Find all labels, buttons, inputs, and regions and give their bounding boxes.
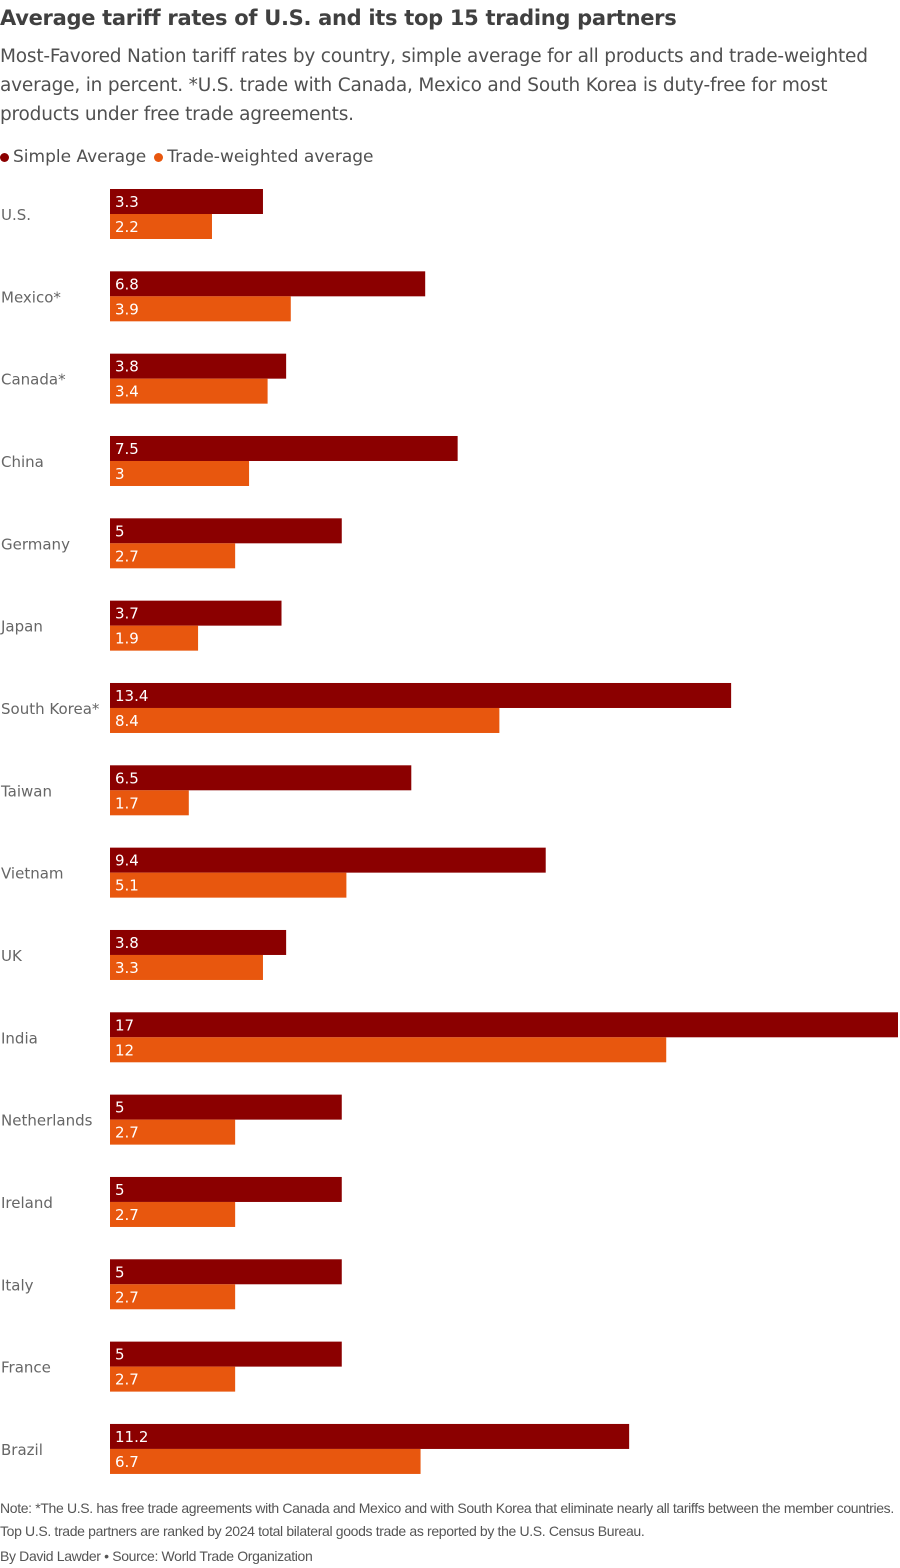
bar-trade-weighted — [110, 1037, 667, 1063]
data-label: 5 — [115, 1099, 125, 1117]
data-label: 1.9 — [115, 630, 139, 648]
bar-simple-average — [110, 518, 342, 544]
data-label: 3.3 — [115, 193, 139, 211]
legend-label: Trade-weighted average — [167, 147, 374, 167]
category-label: Netherlands — [1, 1112, 93, 1130]
category-label: Mexico* — [1, 288, 61, 306]
category-label: South Korea* — [1, 700, 100, 718]
data-label: 3.8 — [115, 934, 139, 952]
data-label: 3.8 — [115, 358, 139, 376]
chart-title: Average tariff rates of U.S. and its top… — [0, 6, 677, 30]
bar-trade-weighted — [110, 625, 199, 651]
category-label: Brazil — [1, 1441, 43, 1459]
data-label: 2.7 — [115, 1124, 139, 1142]
bar-trade-weighted — [110, 378, 268, 404]
footnote: Note: *The U.S. has free trade agreement… — [0, 1500, 894, 1539]
data-label: 3.4 — [115, 383, 139, 401]
category-label: Japan — [0, 618, 43, 636]
bar-trade-weighted — [110, 790, 189, 816]
bar-trade-weighted — [110, 543, 236, 569]
data-label: 2.7 — [115, 547, 139, 565]
bar-trade-weighted — [110, 872, 347, 898]
bar-simple-average — [110, 682, 732, 708]
bar-simple-average — [110, 1423, 630, 1449]
bar-simple-average — [110, 271, 426, 297]
bar-simple-average — [110, 353, 287, 379]
category-label: Germany — [1, 535, 70, 553]
bar-trade-weighted — [110, 1119, 236, 1145]
category-label: U.S. — [1, 206, 31, 224]
data-label: 3 — [115, 465, 125, 483]
category-label: Vietnam — [1, 865, 64, 883]
bar-trade-weighted — [110, 214, 212, 239]
data-label: 6.8 — [115, 275, 139, 293]
category-label: Italy — [1, 1276, 34, 1294]
chart-subtitle: Most-Favored Nation tariff rates by coun… — [0, 46, 868, 125]
bar-simple-average — [110, 435, 458, 461]
bar-simple-average — [110, 1176, 342, 1202]
bar-simple-average — [110, 1094, 342, 1120]
legend-dot-icon — [154, 152, 164, 162]
bar-simple-average — [110, 765, 412, 791]
category-label: China — [1, 453, 44, 471]
bar-trade-weighted — [110, 707, 500, 733]
legend-item-trade-weighted-average: Trade-weighted average — [154, 147, 374, 167]
bar-trade-weighted — [110, 460, 250, 486]
data-label: 3.7 — [115, 605, 139, 623]
category-label: Canada* — [1, 371, 66, 389]
category-label: India — [1, 1029, 38, 1047]
data-label: 6.5 — [115, 769, 139, 787]
bar-simple-average — [110, 1341, 342, 1367]
data-label: 1.7 — [115, 794, 139, 812]
category-label: UK — [1, 947, 23, 965]
data-label: 5 — [115, 522, 125, 540]
legend: Simple Average Trade-weighted average — [0, 147, 374, 167]
legend-label: Simple Average — [13, 147, 147, 167]
data-label: 6.7 — [115, 1453, 139, 1471]
data-label: 3.3 — [115, 959, 139, 977]
bar-simple-average — [110, 600, 282, 626]
data-label: 3.9 — [115, 300, 139, 318]
legend-dot-icon — [0, 152, 9, 162]
data-label: 2.2 — [115, 218, 139, 236]
data-label: 2.7 — [115, 1288, 139, 1306]
category-label: Ireland — [1, 1194, 53, 1212]
bar-simple-average — [110, 1012, 898, 1038]
bar-trade-weighted — [110, 1284, 236, 1310]
bar-simple-average — [110, 1259, 342, 1285]
data-label: 2.7 — [115, 1371, 139, 1389]
bar-trade-weighted — [110, 954, 263, 980]
data-label: 11.2 — [115, 1428, 148, 1446]
bar-trade-weighted — [110, 1366, 236, 1392]
data-label: 8.4 — [115, 712, 139, 730]
data-label: 5 — [115, 1346, 125, 1364]
data-label: 5.1 — [115, 877, 139, 895]
category-label: Taiwan — [0, 782, 52, 800]
bar-simple-average — [110, 847, 546, 873]
data-label: 5 — [115, 1263, 125, 1281]
bar-simple-average — [110, 929, 287, 955]
bar-trade-weighted — [110, 296, 291, 322]
bar-chart: U.S. 3.3 2.2 Mexico* 6.8 3.9 Canada* 3.8 3.4 Chin… — [0, 189, 898, 1474]
data-label: 9.4 — [115, 852, 139, 870]
data-label: 7.5 — [115, 440, 139, 458]
bar-simple-average — [110, 189, 263, 214]
data-label: 12 — [115, 1041, 134, 1059]
legend-item-simple-average: Simple Average — [0, 147, 146, 167]
data-label: 17 — [115, 1016, 134, 1034]
credit-line: By David Lawder • Source: World Trade Or… — [0, 1548, 313, 1564]
data-label: 13.4 — [115, 687, 148, 705]
bar-trade-weighted — [110, 1201, 236, 1227]
bar-trade-weighted — [110, 1448, 421, 1474]
category-label: France — [1, 1359, 51, 1377]
data-label: 2.7 — [115, 1206, 139, 1224]
data-label: 5 — [115, 1181, 125, 1199]
